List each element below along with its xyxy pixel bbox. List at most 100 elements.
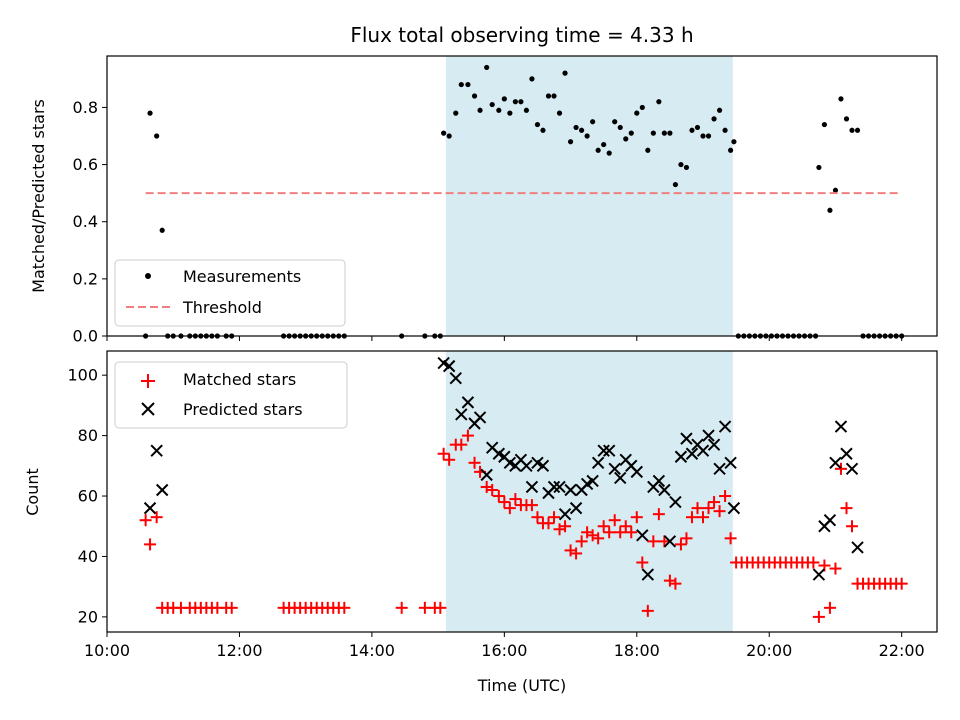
measurement-point (556, 110, 563, 116)
predicted-marker-b (455, 408, 468, 421)
legend-matched-label: Matched stars (183, 370, 296, 389)
predicted-marker-b (597, 444, 610, 457)
y-tick-label: 0.4 (73, 212, 98, 231)
predicted-marker-b (514, 453, 528, 466)
measurement-point (551, 93, 557, 99)
predicted-marker-b (503, 456, 517, 470)
measurement-point (612, 119, 618, 125)
measurement-point (711, 116, 717, 122)
legend-threshold-label: Threshold (182, 298, 262, 317)
predicted-star-point (553, 480, 566, 494)
measurement-point (562, 70, 568, 76)
predicted-star-point (586, 474, 599, 488)
measurement-point (827, 207, 833, 213)
predicted-star-point (597, 444, 610, 457)
predicted-marker-b (636, 529, 649, 542)
legend-predicted-marker (141, 402, 155, 416)
matched-star-point (625, 526, 638, 539)
predicted-star-point (525, 480, 539, 494)
predicted-star-point (851, 541, 864, 554)
ratio-x-ticks (106, 336, 903, 341)
predicted-marker-b (823, 513, 837, 527)
measurement-point (484, 64, 490, 71)
predicted-marker-b (663, 535, 677, 548)
measurement-point (667, 130, 673, 136)
measurement-point (728, 147, 734, 153)
predicted-star-point (449, 371, 462, 385)
measurement-point (716, 107, 723, 113)
predicted-stars-points (143, 356, 864, 581)
predicted-star-point (845, 462, 859, 476)
measurement-point (477, 107, 483, 113)
predicted-star-point (652, 474, 666, 488)
y-tick-label: 0.6 (73, 155, 98, 174)
y-tick-label: 0.8 (73, 98, 98, 117)
predicted-marker-b (608, 462, 621, 476)
ratio-legend: Measurements Threshold (114, 259, 346, 327)
y-tick-label: 80 (78, 426, 98, 445)
measurement-point (821, 121, 828, 128)
predicted-marker-b (498, 450, 511, 463)
predicted-star-point (564, 483, 577, 497)
predicted-star-point (685, 447, 699, 460)
predicted-marker-b (155, 483, 169, 497)
matched-star-point (812, 610, 825, 623)
predicted-marker-b (658, 483, 671, 497)
matched-star-point (486, 483, 499, 496)
x-tick-label: 16:00 (481, 641, 527, 660)
matched-star-point (575, 535, 588, 548)
predicted-marker-b (834, 420, 848, 433)
predicted-marker-b (674, 450, 688, 463)
measurement-point (854, 127, 861, 133)
matched-star-point (468, 456, 481, 469)
predicted-star-point (663, 535, 677, 548)
predicted-marker-b (625, 459, 638, 473)
predicted-marker-b (553, 480, 566, 494)
count-panel: 20 40 60 80 100 10:00 12:00 14:00 16:00 18:00 20:… (23, 350, 938, 695)
predicted-star-point (614, 471, 627, 485)
measurement-point (689, 127, 695, 133)
predicted-marker-b (547, 480, 561, 494)
predicted-star-point (829, 456, 842, 470)
measurement-point (501, 96, 507, 102)
matched-star-point (542, 517, 555, 530)
matched-star-point (525, 499, 538, 512)
predicted-star-point (724, 456, 737, 470)
matched-star-point (608, 514, 621, 527)
predicted-star-point (727, 501, 741, 515)
predicted-star-point (461, 396, 475, 409)
predicted-star-point (674, 450, 688, 463)
matched-star-point (630, 511, 643, 524)
matched-star-point (834, 462, 847, 475)
predicted-marker-b (619, 453, 632, 466)
predicted-marker-b (829, 456, 842, 470)
matched-star-point (559, 520, 572, 533)
predicted-star-point (608, 462, 621, 476)
measurement-point (838, 96, 844, 102)
measurement-point (573, 124, 579, 131)
matched-star-point (719, 490, 732, 503)
measurement-point (623, 136, 629, 142)
matched-star-point (548, 511, 561, 524)
predicted-star-point (473, 411, 487, 424)
predicted-marker-b (630, 465, 643, 479)
predicted-star-point (812, 568, 826, 581)
matched-star-point (225, 601, 238, 614)
matched-star-point (713, 505, 726, 518)
predicted-star-point (636, 529, 649, 542)
matched-star-point (498, 496, 511, 509)
predicted-marker-b (669, 495, 682, 509)
matched-star-point (724, 532, 737, 545)
observing-window-shade-bottom (445, 351, 733, 632)
measurement-point (441, 130, 447, 136)
measurement-point (601, 141, 607, 148)
predicted-marker-b (449, 371, 462, 385)
matched-star-point (691, 502, 704, 515)
predicted-marker-b (641, 568, 655, 581)
predicted-star-point (713, 462, 726, 476)
ratio-y-ticks: 0.0 0.2 0.4 0.6 0.8 (73, 98, 107, 346)
measurement-point (545, 93, 552, 99)
predicted-star-point (591, 456, 605, 470)
predicted-marker-b (473, 411, 487, 424)
